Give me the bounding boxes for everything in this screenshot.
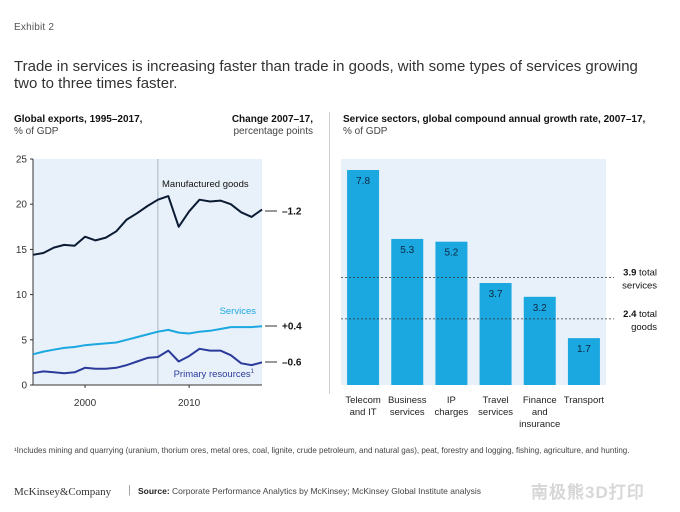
source-label: Source: [138, 486, 170, 496]
category-label: and IT [350, 407, 377, 418]
source-text: Corporate Performance Analytics by McKin… [169, 486, 481, 496]
reference-text: total [639, 309, 657, 320]
reference-label: services [622, 281, 657, 292]
y-tick-label: 5 [21, 335, 27, 346]
mckinsey-logo: McKinsey&Company [14, 486, 112, 498]
bar [567, 338, 600, 385]
change-value: –0.6 [282, 358, 302, 369]
bar-value-label: 5.2 [444, 248, 458, 259]
series-label: Manufactured goods [162, 179, 249, 190]
right-panel-subtitle: % of GDP [343, 126, 388, 137]
watermark: 南极熊3D打印 [531, 483, 645, 502]
category-label: and [532, 407, 548, 418]
y-tick-label: 15 [16, 245, 28, 256]
exhibit-label: Exhibit 2 [14, 22, 55, 33]
bar [435, 241, 468, 385]
bar-value-label: 3.2 [533, 303, 547, 314]
headline: Trade in services is increasing faster t… [14, 58, 638, 92]
panel-divider [329, 112, 330, 394]
y-tick-label: 20 [16, 200, 28, 211]
x-tick-label: 2000 [74, 398, 97, 409]
bar-value-label: 5.3 [400, 245, 414, 256]
bar-value-label: 7.8 [356, 176, 370, 187]
footnote: ¹Includes mining and quarrying (uranium,… [14, 446, 630, 455]
change-subtitle: percentage points [233, 126, 313, 137]
change-title: Change 2007–17, [231, 114, 313, 125]
right-panel-title: Service sectors, global compound annual … [343, 114, 646, 125]
y-tick-label: 10 [16, 290, 28, 301]
series-line-services [32, 325, 263, 356]
reference-label: 3.9 total [623, 268, 657, 279]
category-label: services [390, 407, 425, 418]
category-label: Travel [483, 395, 509, 406]
category-label: services [478, 407, 513, 418]
reference-label: goods [631, 322, 657, 333]
series-line-manufactured-goods [32, 195, 263, 256]
category-label: Business [388, 395, 427, 406]
category-label: Telecom [345, 395, 380, 406]
bar [523, 296, 556, 385]
reference-value: 2.4 [623, 309, 639, 320]
bar-value-label: 3.7 [489, 289, 503, 300]
bar [391, 238, 424, 385]
change-value: +0.4 [282, 322, 302, 333]
category-label: Finance [523, 395, 557, 406]
y-tick-label: 0 [21, 381, 27, 392]
left-panel-subtitle: % of GDP [14, 126, 59, 137]
source-line: Source: Corporate Performance Analytics … [138, 486, 481, 496]
exports-line-chart: 0 5 10 15 20 25 2000 2010 Manufactured goods –1.2… [16, 155, 657, 431]
bar [479, 283, 512, 385]
left-panel-title: Global exports, 1995–2017, [14, 114, 143, 125]
series-label: Services [220, 306, 257, 317]
category-label: Transport [564, 395, 605, 406]
footnote-marker: 1 [251, 369, 255, 375]
reference-value: 3.9 [623, 268, 639, 279]
bar-value-label: 1.7 [577, 344, 591, 355]
reference-label: 2.4 total [623, 309, 657, 320]
y-tick-label: 25 [16, 155, 28, 166]
series-label: Primary resources1 [174, 369, 255, 380]
bar-plot-area [341, 159, 606, 385]
category-label: charges [435, 407, 469, 418]
series-line-primary-resources [32, 347, 263, 375]
line-plot-area [33, 159, 262, 385]
category-label: insurance [519, 419, 560, 430]
category-label: IP [447, 395, 456, 406]
change-value: –1.2 [282, 207, 302, 218]
footer-separator: | [128, 484, 131, 496]
reference-text: total [639, 268, 657, 279]
x-tick-label: 2010 [178, 398, 201, 409]
